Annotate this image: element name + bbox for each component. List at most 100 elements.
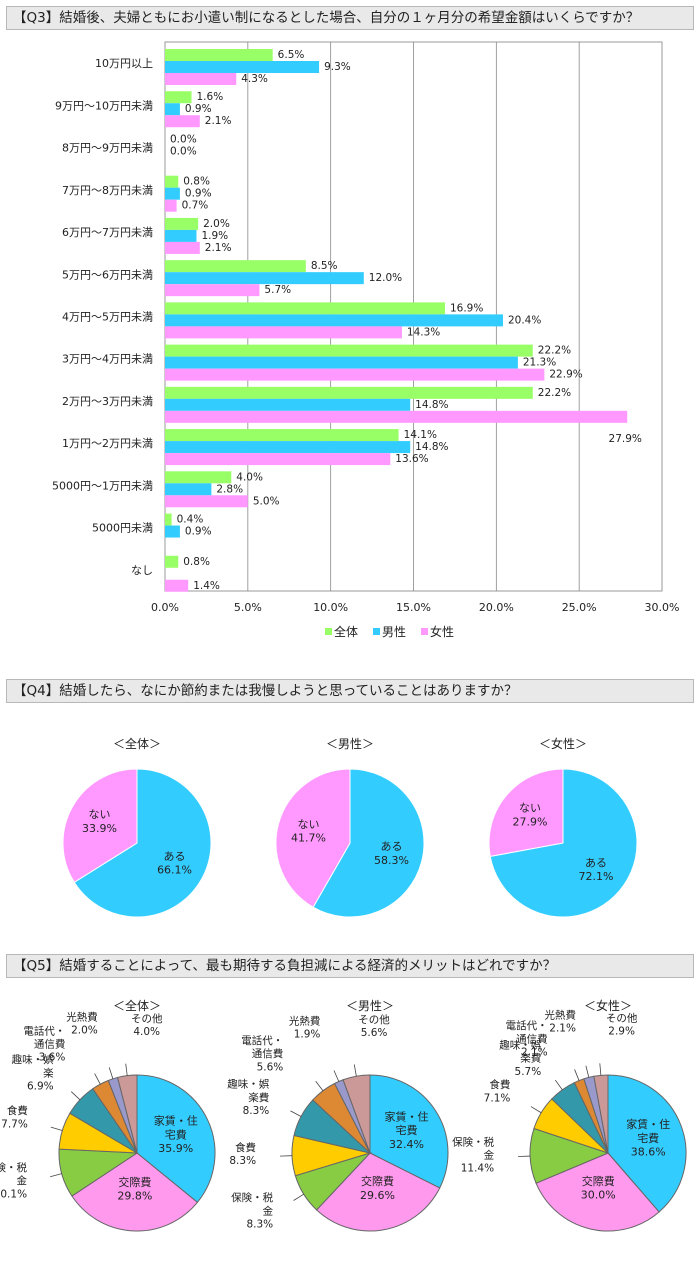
q3-x-tick-label: 20.0% xyxy=(479,601,514,614)
q3-legend-label: 女性 xyxy=(430,624,454,639)
q3-data-label: 27.9% xyxy=(609,433,642,445)
q5-leader-line xyxy=(50,1173,62,1178)
q3-data-label: 2.1% xyxy=(205,115,232,127)
q3-x-tick-label: 15.0% xyxy=(396,601,431,614)
q5-leader-line xyxy=(353,1064,357,1077)
q5-slice-label: 交際費 30.0% xyxy=(581,1174,616,1202)
q3-data-label: 6.5% xyxy=(278,49,305,61)
q3-category-label: 5万円～6万円未満 xyxy=(62,268,153,281)
q3-bar xyxy=(165,579,189,592)
q3-bar xyxy=(165,91,192,104)
q3-bar xyxy=(165,326,402,339)
q4-pie-slice xyxy=(312,768,425,918)
q5-slice-label: その他 2.9% xyxy=(606,1011,638,1037)
q3-x-tick-label: 30.0% xyxy=(645,601,680,614)
q3-data-label: 20.4% xyxy=(508,314,541,326)
q5-slice-label: 食費 8.3% xyxy=(229,1141,256,1167)
q5-leader-line xyxy=(599,1063,602,1076)
q5-leader-line xyxy=(108,1067,114,1079)
q5-title: 【Q5】結婚することによって、最も期待する負担減による経済的メリットはどれですか… xyxy=(6,954,694,978)
q3-category-label: 2万円～3万円未満 xyxy=(62,395,153,408)
q3-bar xyxy=(165,199,177,212)
q3-legend-swatch xyxy=(373,628,380,635)
q5-leader-line xyxy=(585,1065,590,1078)
q3-category-label: 1万円～2万円未満 xyxy=(62,437,153,450)
q3-data-label: 1.6% xyxy=(197,91,224,103)
q4-slice-label: ある 58.3% xyxy=(374,840,409,867)
q5-slice-label: 光熱費 1.9% xyxy=(289,1015,321,1041)
q5-leader-line xyxy=(293,1193,304,1201)
q5-pie-slice xyxy=(315,1152,441,1232)
q3-bar xyxy=(165,429,399,442)
q3-bar xyxy=(165,272,364,285)
q3-data-label: 16.9% xyxy=(450,302,483,314)
q3-data-label: 2.0% xyxy=(203,218,230,230)
q3-bar-chart: 0.0% 5.0% 10.0% 15.0% 20.0% 25.0% 30.0% 10万円以上 6… xyxy=(52,41,680,639)
q3-bar xyxy=(165,61,320,73)
q3-data-label: 22.2% xyxy=(538,345,571,357)
q3-bar xyxy=(165,513,172,526)
q5-slice-label: 趣味・娯楽 6.9% xyxy=(12,1053,55,1092)
q3-title: 【Q3】結婚後、夫婦ともにお小遣い制になるとした場合、自分の１ヶ月分の希望金額は… xyxy=(6,6,694,30)
q3-data-label: 4.3% xyxy=(241,73,268,85)
q4-pie-slice xyxy=(73,768,212,918)
q3-bar xyxy=(165,314,503,327)
q5-leader-line xyxy=(50,1126,63,1131)
q3-category-label: 9万円～10万円未満 xyxy=(55,99,153,112)
q3-data-label: 14.8% xyxy=(415,441,448,453)
q5-pie-slice xyxy=(369,1074,449,1189)
q5-slice-label: 保険・税金 8.3% xyxy=(231,1191,274,1230)
q4-pie-slice xyxy=(488,768,564,857)
q5-leader-line xyxy=(315,1080,324,1092)
q4-slice-label: ある 66.1% xyxy=(157,850,192,877)
q3-legend-label: 男性 xyxy=(382,625,406,639)
q3-bar xyxy=(165,284,260,297)
q3-bar xyxy=(165,229,197,242)
q3-data-label: 0.4% xyxy=(177,514,204,526)
q4-slice-label: ある 72.1% xyxy=(579,856,614,883)
q3-data-label: 0.7% xyxy=(182,200,209,212)
q3-bar xyxy=(165,302,445,315)
q5-pie-title: ＜女性＞ xyxy=(584,998,632,1013)
q3-category-label: 8万円～9万円未満 xyxy=(62,142,153,155)
q3-data-label: 0.0% xyxy=(170,145,197,157)
q3-category-label: 5000円～1万円未満 xyxy=(52,479,153,492)
q5-leader-line xyxy=(554,1079,563,1091)
q5-slice-label: その他 5.6% xyxy=(358,1013,390,1039)
q3-bar xyxy=(165,356,518,369)
q5-pie-slice xyxy=(535,1152,660,1232)
q5-pie-slice xyxy=(71,1152,199,1232)
q5-slice-label: 趣味・娯楽費 8.3% xyxy=(227,1078,269,1117)
q5-slice-label: 保険・税金 11.4% xyxy=(452,1135,495,1174)
q5-slice-label: 家賃・住宅費 32.4% xyxy=(385,1109,429,1151)
q4-title: 【Q4】結婚したら、なにか節約または我慢しようと思っていることはありますか？ xyxy=(6,679,694,703)
q3-data-label: 22.2% xyxy=(538,387,571,399)
q3-data-label: 0.9% xyxy=(185,526,212,538)
q4-pie-title: ＜全体＞ xyxy=(113,736,161,751)
q5-slice-label: 電話代・通信費 5.6% xyxy=(241,1034,283,1073)
q3-data-label: 5.0% xyxy=(253,495,280,507)
q3-category-label: 3万円～4万円未満 xyxy=(62,353,153,366)
q3-legend-swatch xyxy=(325,628,332,635)
q5-pie-slice xyxy=(342,1074,371,1154)
q5-slice-label: 趣味・娯楽費 5.7% xyxy=(499,1039,541,1078)
q3-x-tick-label: 5.0% xyxy=(234,601,262,614)
q5-leader-line xyxy=(333,1070,340,1082)
q3-data-label: 1.4% xyxy=(193,580,220,592)
q5-leader-line xyxy=(125,1063,128,1076)
q5-slice-label: 保険・税金10.1% xyxy=(0,1161,28,1200)
q3-x-tick-label: 10.0% xyxy=(313,601,348,614)
q3-data-label: 14.1% xyxy=(404,429,437,441)
q3-x-tick-label: 0.0% xyxy=(151,601,179,614)
q3-bar xyxy=(165,187,180,200)
q3-category-label: 4万円～5万円未満 xyxy=(62,311,153,324)
q3-data-label: 14.8% xyxy=(415,399,448,411)
q5-pie-slice xyxy=(136,1074,216,1204)
q3-bar xyxy=(165,217,199,230)
q5-slice-label: 光熱費 2.1% xyxy=(544,1008,576,1034)
q3-category-label: 7万円～8万円未満 xyxy=(62,184,153,197)
q3-bar xyxy=(165,495,248,508)
q5-slice-label: 交際費 29.8% xyxy=(117,1175,152,1203)
q5-slice-label: 家賃・住宅費 38.6% xyxy=(626,1117,670,1159)
